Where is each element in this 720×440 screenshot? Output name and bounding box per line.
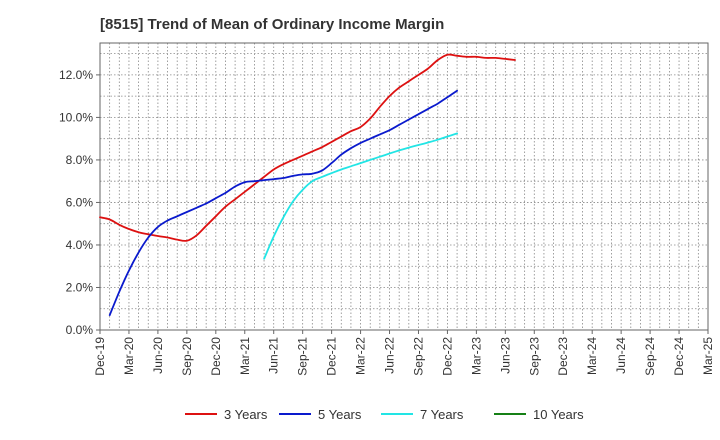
x-tick-label: Mar-22	[354, 337, 368, 375]
x-tick-label: Mar-25	[701, 337, 715, 375]
x-tick-label: Jun-20	[151, 337, 165, 374]
x-tick-layer: Dec-19 Mar-20 Jun-20 Sep-20 Dec-20 Mar-21 Jun-…	[93, 330, 715, 376]
x-tick-label: Sep-20	[180, 337, 194, 376]
x-tick-label: Sep-21	[296, 337, 310, 376]
series-line-0	[99, 53, 516, 242]
legend-layer: 3 Years 5 Years 7 Years 10 Years	[185, 407, 584, 422]
x-tick-label: Dec-20	[209, 337, 223, 376]
y-tick-label: 0.0%	[66, 323, 94, 337]
x-tick-label: Dec-24	[672, 337, 686, 376]
y-tick-label: 6.0%	[66, 195, 94, 209]
x-tick-label: Mar-21	[238, 337, 252, 375]
series-layer	[99, 53, 516, 316]
chart-title: [8515] Trend of Mean of Ordinary Income …	[100, 16, 445, 33]
x-tick-label: Dec-19	[93, 337, 107, 376]
y-tick-label: 12.0%	[59, 68, 93, 82]
x-tick-label: Sep-24	[643, 337, 657, 376]
y-tick-label: 2.0%	[66, 280, 94, 294]
x-tick-label: Jun-22	[383, 337, 397, 374]
series-line-1	[108, 89, 458, 316]
legend-label-3: 10 Years	[533, 407, 584, 422]
x-tick-label: Sep-23	[527, 337, 541, 376]
x-tick-label: Sep-22	[411, 337, 425, 376]
x-tick-label: Dec-23	[556, 337, 570, 376]
x-tick-label: Dec-22	[440, 337, 454, 376]
y-tick-label: 8.0%	[66, 153, 94, 167]
series-line-2	[263, 132, 458, 260]
legend-label-1: 5 Years	[318, 407, 362, 422]
y-tick-label: 4.0%	[66, 238, 94, 252]
plot-frame	[99, 42, 709, 331]
plot-frame-layer	[99, 42, 709, 331]
x-tick-label: Mar-23	[469, 337, 483, 375]
grid-layer	[99, 43, 709, 331]
y-tick-label: 10.0%	[59, 110, 93, 124]
x-tick-label: Jun-24	[614, 337, 628, 374]
x-tick-label: Mar-20	[122, 337, 136, 375]
x-tick-label: Jun-21	[267, 337, 281, 374]
legend-label-2: 7 Years	[420, 407, 464, 422]
x-tick-label: Dec-21	[325, 337, 339, 376]
x-tick-label: Mar-24	[585, 337, 599, 375]
legend-label-0: 3 Years	[224, 407, 268, 422]
x-tick-label: Jun-23	[498, 337, 512, 374]
y-tick-layer: 0.0% 2.0% 4.0% 6.0% 8.0% 10.0% 12.0%	[59, 68, 100, 337]
